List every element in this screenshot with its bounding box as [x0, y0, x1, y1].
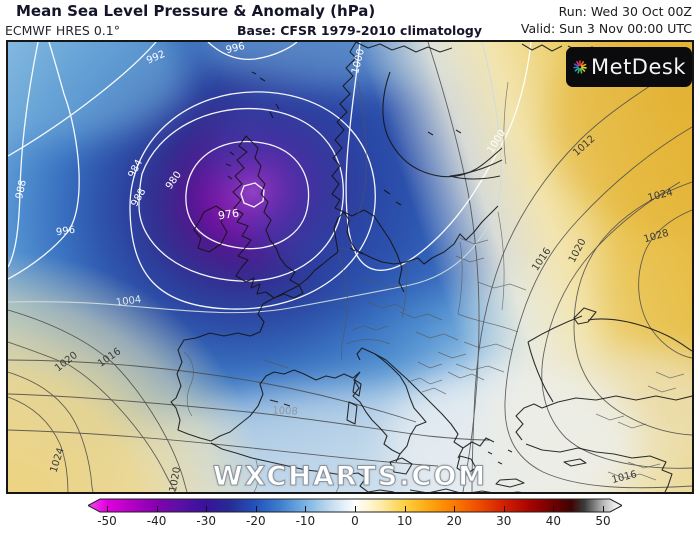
metdesk-brand-text: MetDesk [591, 55, 686, 79]
colorbar-tick [454, 506, 456, 512]
contour-label: 1004 [115, 294, 142, 308]
pressure-contours-gray [8, 42, 692, 492]
map-panel: 976 980 984 988 988 992 996 996 1000 1000 1004 1008… [6, 40, 694, 494]
coastlines [170, 42, 692, 492]
colorbar-tick [355, 506, 356, 512]
watermark: WXCHARTS.COM [212, 461, 488, 493]
contour-label: 976 [217, 207, 240, 223]
colorbar-tick-label: -40 [146, 514, 167, 528]
colorbar-tick-label: -50 [97, 514, 117, 528]
page-title: Mean Sea Level Pressure & Anomaly (hPa) [16, 2, 376, 20]
colorbar: -50 -40 -30 -20 -10 0 10 20 30 40 50 [86, 498, 624, 534]
colorbar-tick-label: 30 [496, 514, 512, 528]
contour-label: 1020 [168, 466, 183, 492]
colorbar-tick-label: 10 [396, 514, 413, 528]
country-borders [183, 81, 685, 492]
colorbar-tick [404, 506, 406, 512]
colorbar-tick-label: -30 [196, 514, 216, 528]
colorbar-tick-label: 40 [545, 514, 562, 528]
colorbar-tick-label: -10 [295, 514, 316, 528]
contour-label: 1008 [272, 406, 298, 418]
colorbar-tick-label: -20 [245, 514, 266, 528]
colorbar-tick [255, 506, 257, 512]
colorbar-tick [107, 506, 108, 512]
contour-label: 988 [14, 179, 29, 200]
colorbar-tick [305, 506, 307, 512]
anomaly-map: 9769809849889889929969961000100010041008… [8, 42, 692, 492]
colorbar-tick [503, 506, 505, 512]
run-time-label: Run: Wed 30 Oct 00Z [558, 4, 692, 19]
colorbar-tick-label: 0 [351, 514, 359, 528]
pressure-contours-white [8, 42, 532, 314]
model-label: ECMWF HRES 0.1° [5, 23, 120, 38]
colorbar-tick [603, 506, 604, 512]
colorbar-tick [206, 506, 208, 512]
contour-label: 996 [55, 225, 75, 239]
metdesk-pinwheel-icon [573, 60, 587, 74]
colorbar-tick-label: 20 [446, 514, 462, 528]
valid-time-label: Valid: Sun 3 Nov 00:00 UTC [520, 21, 692, 36]
metdesk-logo: MetDesk [566, 47, 692, 87]
colorbar-tick-label: 50 [595, 514, 611, 528]
climatology-base-label: Base: CFSR 1979-2010 climatology [237, 23, 483, 38]
anomaly-shading [8, 42, 692, 492]
colorbar-tick [553, 506, 555, 512]
contour-label: 996 [225, 42, 246, 56]
colorbar-tick [156, 506, 158, 512]
header: Mean Sea Level Pressure & Anomaly (hPa) … [0, 0, 700, 42]
